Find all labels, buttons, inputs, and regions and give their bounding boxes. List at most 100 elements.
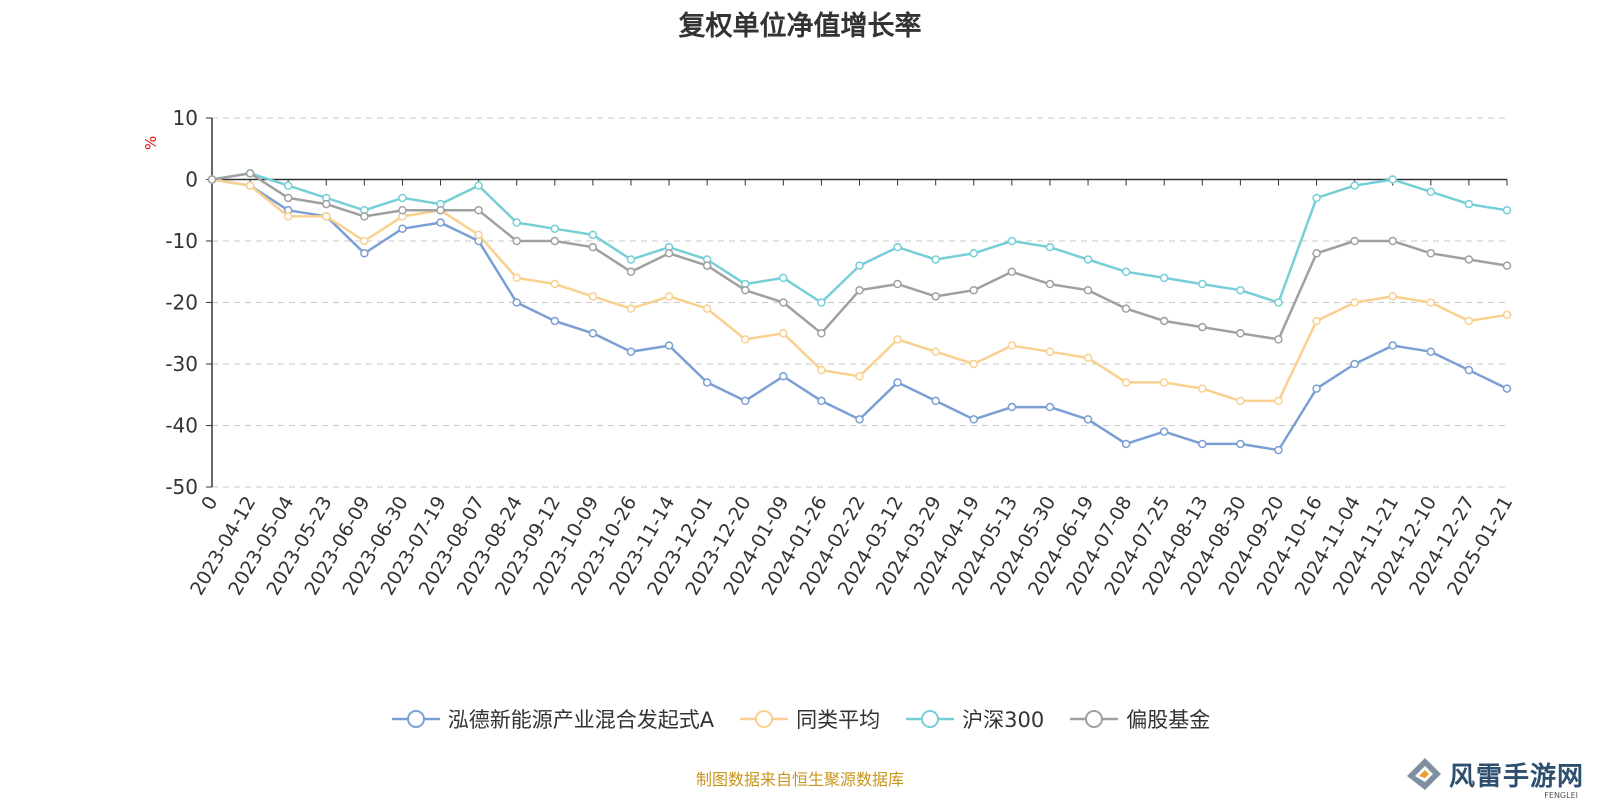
data-point xyxy=(931,292,940,301)
data-point xyxy=(245,169,255,178)
y-tick-label: -20 xyxy=(165,291,198,315)
data-point xyxy=(855,415,864,424)
data-point xyxy=(1274,298,1283,307)
legend-marker-icon xyxy=(906,710,955,728)
legend-marker-icon xyxy=(1070,710,1119,728)
legend-label: 同类平均 xyxy=(796,708,881,732)
data-point xyxy=(1464,199,1474,209)
y-tick-label: -10 xyxy=(165,229,198,253)
data-point xyxy=(817,329,826,338)
watermark-subtext: FENGLEI xyxy=(1544,791,1578,800)
data-point xyxy=(1121,439,1131,449)
data-point xyxy=(1121,378,1131,387)
data-point xyxy=(664,249,674,258)
data-point xyxy=(1159,427,1169,436)
data-point xyxy=(1312,193,1321,203)
data-point xyxy=(1426,298,1436,307)
data-point xyxy=(283,193,293,203)
data-point xyxy=(474,181,483,190)
data-point xyxy=(1426,347,1436,356)
data-point xyxy=(283,181,293,190)
data-point xyxy=(702,304,712,313)
data-point xyxy=(398,224,407,233)
data-point xyxy=(436,218,445,227)
data-point xyxy=(1083,255,1093,264)
data-point xyxy=(969,415,979,424)
legend-item[interactable]: 偏股基金 xyxy=(1068,704,1210,734)
data-point xyxy=(1121,267,1131,276)
data-point xyxy=(283,212,293,221)
y-tick-label: -50 xyxy=(165,475,198,499)
data-point xyxy=(931,347,940,356)
data-point xyxy=(969,249,979,258)
data-point xyxy=(1083,285,1093,295)
data-point xyxy=(1007,236,1017,246)
legend-item[interactable]: 沪深300 xyxy=(904,704,1044,734)
data-point xyxy=(893,279,902,289)
chart-title: 复权单位净值增长率 xyxy=(678,11,922,42)
data-point xyxy=(1007,267,1017,276)
data-point xyxy=(1388,175,1397,184)
legend-label: 泓德新能源产业混合发起式A xyxy=(447,708,715,732)
y-tick-label: -40 xyxy=(165,414,198,438)
fenglei-logo-icon xyxy=(1406,758,1441,790)
data-point xyxy=(1045,279,1055,289)
y-tick-label: -30 xyxy=(165,352,198,376)
data-point xyxy=(1274,445,1283,455)
data-point xyxy=(740,285,750,295)
data-point xyxy=(588,230,598,240)
data-point xyxy=(1045,402,1055,412)
data-point xyxy=(1274,396,1283,406)
data-point xyxy=(550,279,560,289)
data-point xyxy=(1464,255,1474,264)
data-point xyxy=(1312,316,1321,326)
series-line xyxy=(211,178,1508,452)
data-point xyxy=(855,285,864,295)
data-point xyxy=(626,267,636,276)
data-point xyxy=(550,224,560,233)
data-point xyxy=(1236,329,1245,338)
data-point xyxy=(1274,335,1283,344)
legend: 泓德新能源产业混合发起式A 同类平均 沪深300 偏股基金 xyxy=(0,704,1600,734)
data-point xyxy=(969,359,979,369)
data-point xyxy=(1502,310,1512,320)
data-point xyxy=(817,365,826,375)
data-point xyxy=(436,206,445,215)
data-point xyxy=(1388,236,1397,246)
data-point xyxy=(360,236,369,246)
data-point xyxy=(1045,242,1055,252)
data-point xyxy=(1236,285,1245,295)
data-point xyxy=(1045,347,1055,356)
data-point xyxy=(1464,316,1474,326)
data-point xyxy=(512,273,521,283)
data-point xyxy=(474,230,483,240)
data-point xyxy=(1312,384,1321,393)
legend-label: 偏股基金 xyxy=(1126,708,1211,732)
data-point xyxy=(1426,187,1436,197)
data-point xyxy=(512,298,521,307)
data-point xyxy=(779,329,788,338)
data-point xyxy=(360,249,369,258)
data-point xyxy=(1198,279,1207,289)
legend-item[interactable]: 同类平均 xyxy=(738,704,880,734)
data-point xyxy=(512,236,521,246)
data-point xyxy=(1083,353,1093,363)
data-point xyxy=(588,292,598,301)
data-point xyxy=(1198,439,1207,449)
legend-marker-icon xyxy=(391,710,440,728)
data-point xyxy=(1464,365,1474,375)
data-point xyxy=(1121,304,1131,313)
data-point xyxy=(207,175,217,184)
data-point xyxy=(664,292,674,301)
watermark: 风雷手游网 xyxy=(1403,754,1584,794)
data-point xyxy=(588,242,598,252)
legend-item[interactable]: 泓德新能源产业混合发起式A xyxy=(390,704,714,734)
data-point xyxy=(740,335,750,344)
data-point xyxy=(626,304,636,313)
data-point xyxy=(893,242,902,252)
data-point xyxy=(512,218,521,227)
legend-label: 沪深300 xyxy=(962,708,1045,732)
data-point xyxy=(1236,439,1245,449)
data-point xyxy=(1159,378,1169,387)
data-point xyxy=(779,273,788,283)
